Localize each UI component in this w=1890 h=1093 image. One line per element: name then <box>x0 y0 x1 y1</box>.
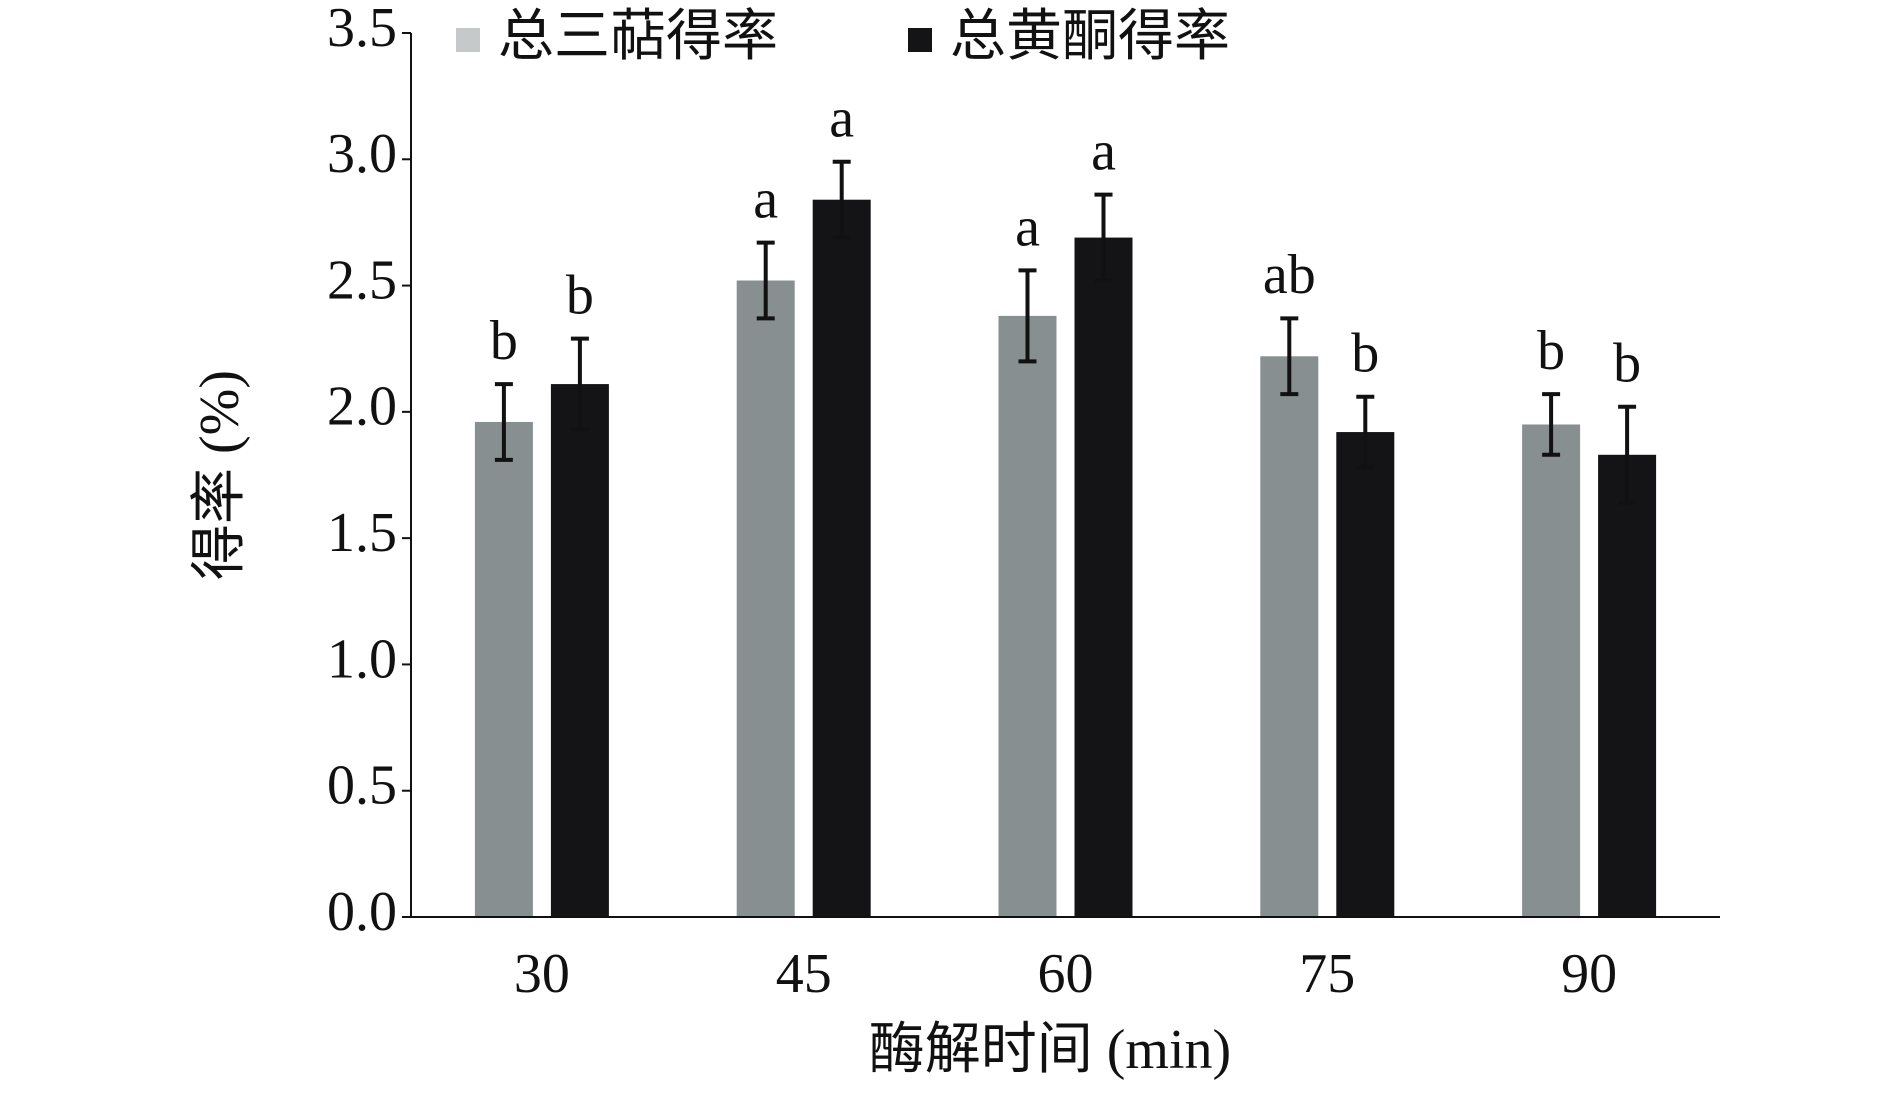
x-axis-label: 酶解时间 (min) <box>869 1019 1231 1081</box>
bar <box>1074 237 1133 917</box>
significance-letter: b <box>1613 333 1641 395</box>
error-bar <box>494 382 513 462</box>
legend-label: 总三萜得率 <box>498 6 778 68</box>
y-tick-label: 0.5 <box>327 755 397 817</box>
legend-label: 总黄酮得率 <box>950 6 1230 68</box>
x-tick-label: 30 <box>514 943 570 1005</box>
significance-letter: ab <box>1263 244 1316 306</box>
bar <box>550 384 609 917</box>
x-tick-label: 90 <box>1561 943 1617 1005</box>
error-bar <box>832 159 851 240</box>
significance-letter: b <box>490 310 518 372</box>
significance-letter: a <box>1015 196 1040 258</box>
significance-letter: b <box>1537 320 1565 382</box>
significance-letter: a <box>1091 120 1116 182</box>
bar <box>1260 356 1319 917</box>
error-bar <box>570 336 589 432</box>
bar <box>1522 424 1581 917</box>
y-tick-label: 0.0 <box>327 881 397 943</box>
bar <box>812 199 871 917</box>
significance-letter: a <box>753 168 778 230</box>
significance-letter: b <box>566 264 594 326</box>
y-tick-label: 1.0 <box>327 628 397 690</box>
y-axis-label: 得率 (%) <box>189 370 251 580</box>
error-bar <box>756 240 775 321</box>
error-bar <box>1542 392 1561 457</box>
y-tick-label: 2.5 <box>327 249 397 311</box>
significance-letter: a <box>829 88 854 150</box>
x-tick-label: 60 <box>1038 943 1094 1005</box>
y-tick-label: 3.5 <box>327 0 397 59</box>
error-bar <box>1280 316 1299 397</box>
error-bar <box>1618 404 1637 505</box>
bar <box>474 421 533 917</box>
error-bar <box>1356 394 1375 470</box>
y-tick-label: 2.0 <box>327 376 397 438</box>
bar <box>1598 454 1657 917</box>
bar <box>998 315 1057 917</box>
error-bar <box>1018 268 1037 364</box>
bar <box>736 280 795 917</box>
bar <box>1336 432 1395 917</box>
y-tick-label: 3.0 <box>327 123 397 185</box>
legend-swatch <box>456 28 480 52</box>
y-tick-label: 1.5 <box>327 502 397 564</box>
legend-swatch <box>908 28 932 52</box>
x-tick-label: 75 <box>1299 943 1355 1005</box>
x-tick-label: 45 <box>776 943 832 1005</box>
error-bar <box>1094 192 1113 283</box>
significance-letter: b <box>1351 323 1379 385</box>
